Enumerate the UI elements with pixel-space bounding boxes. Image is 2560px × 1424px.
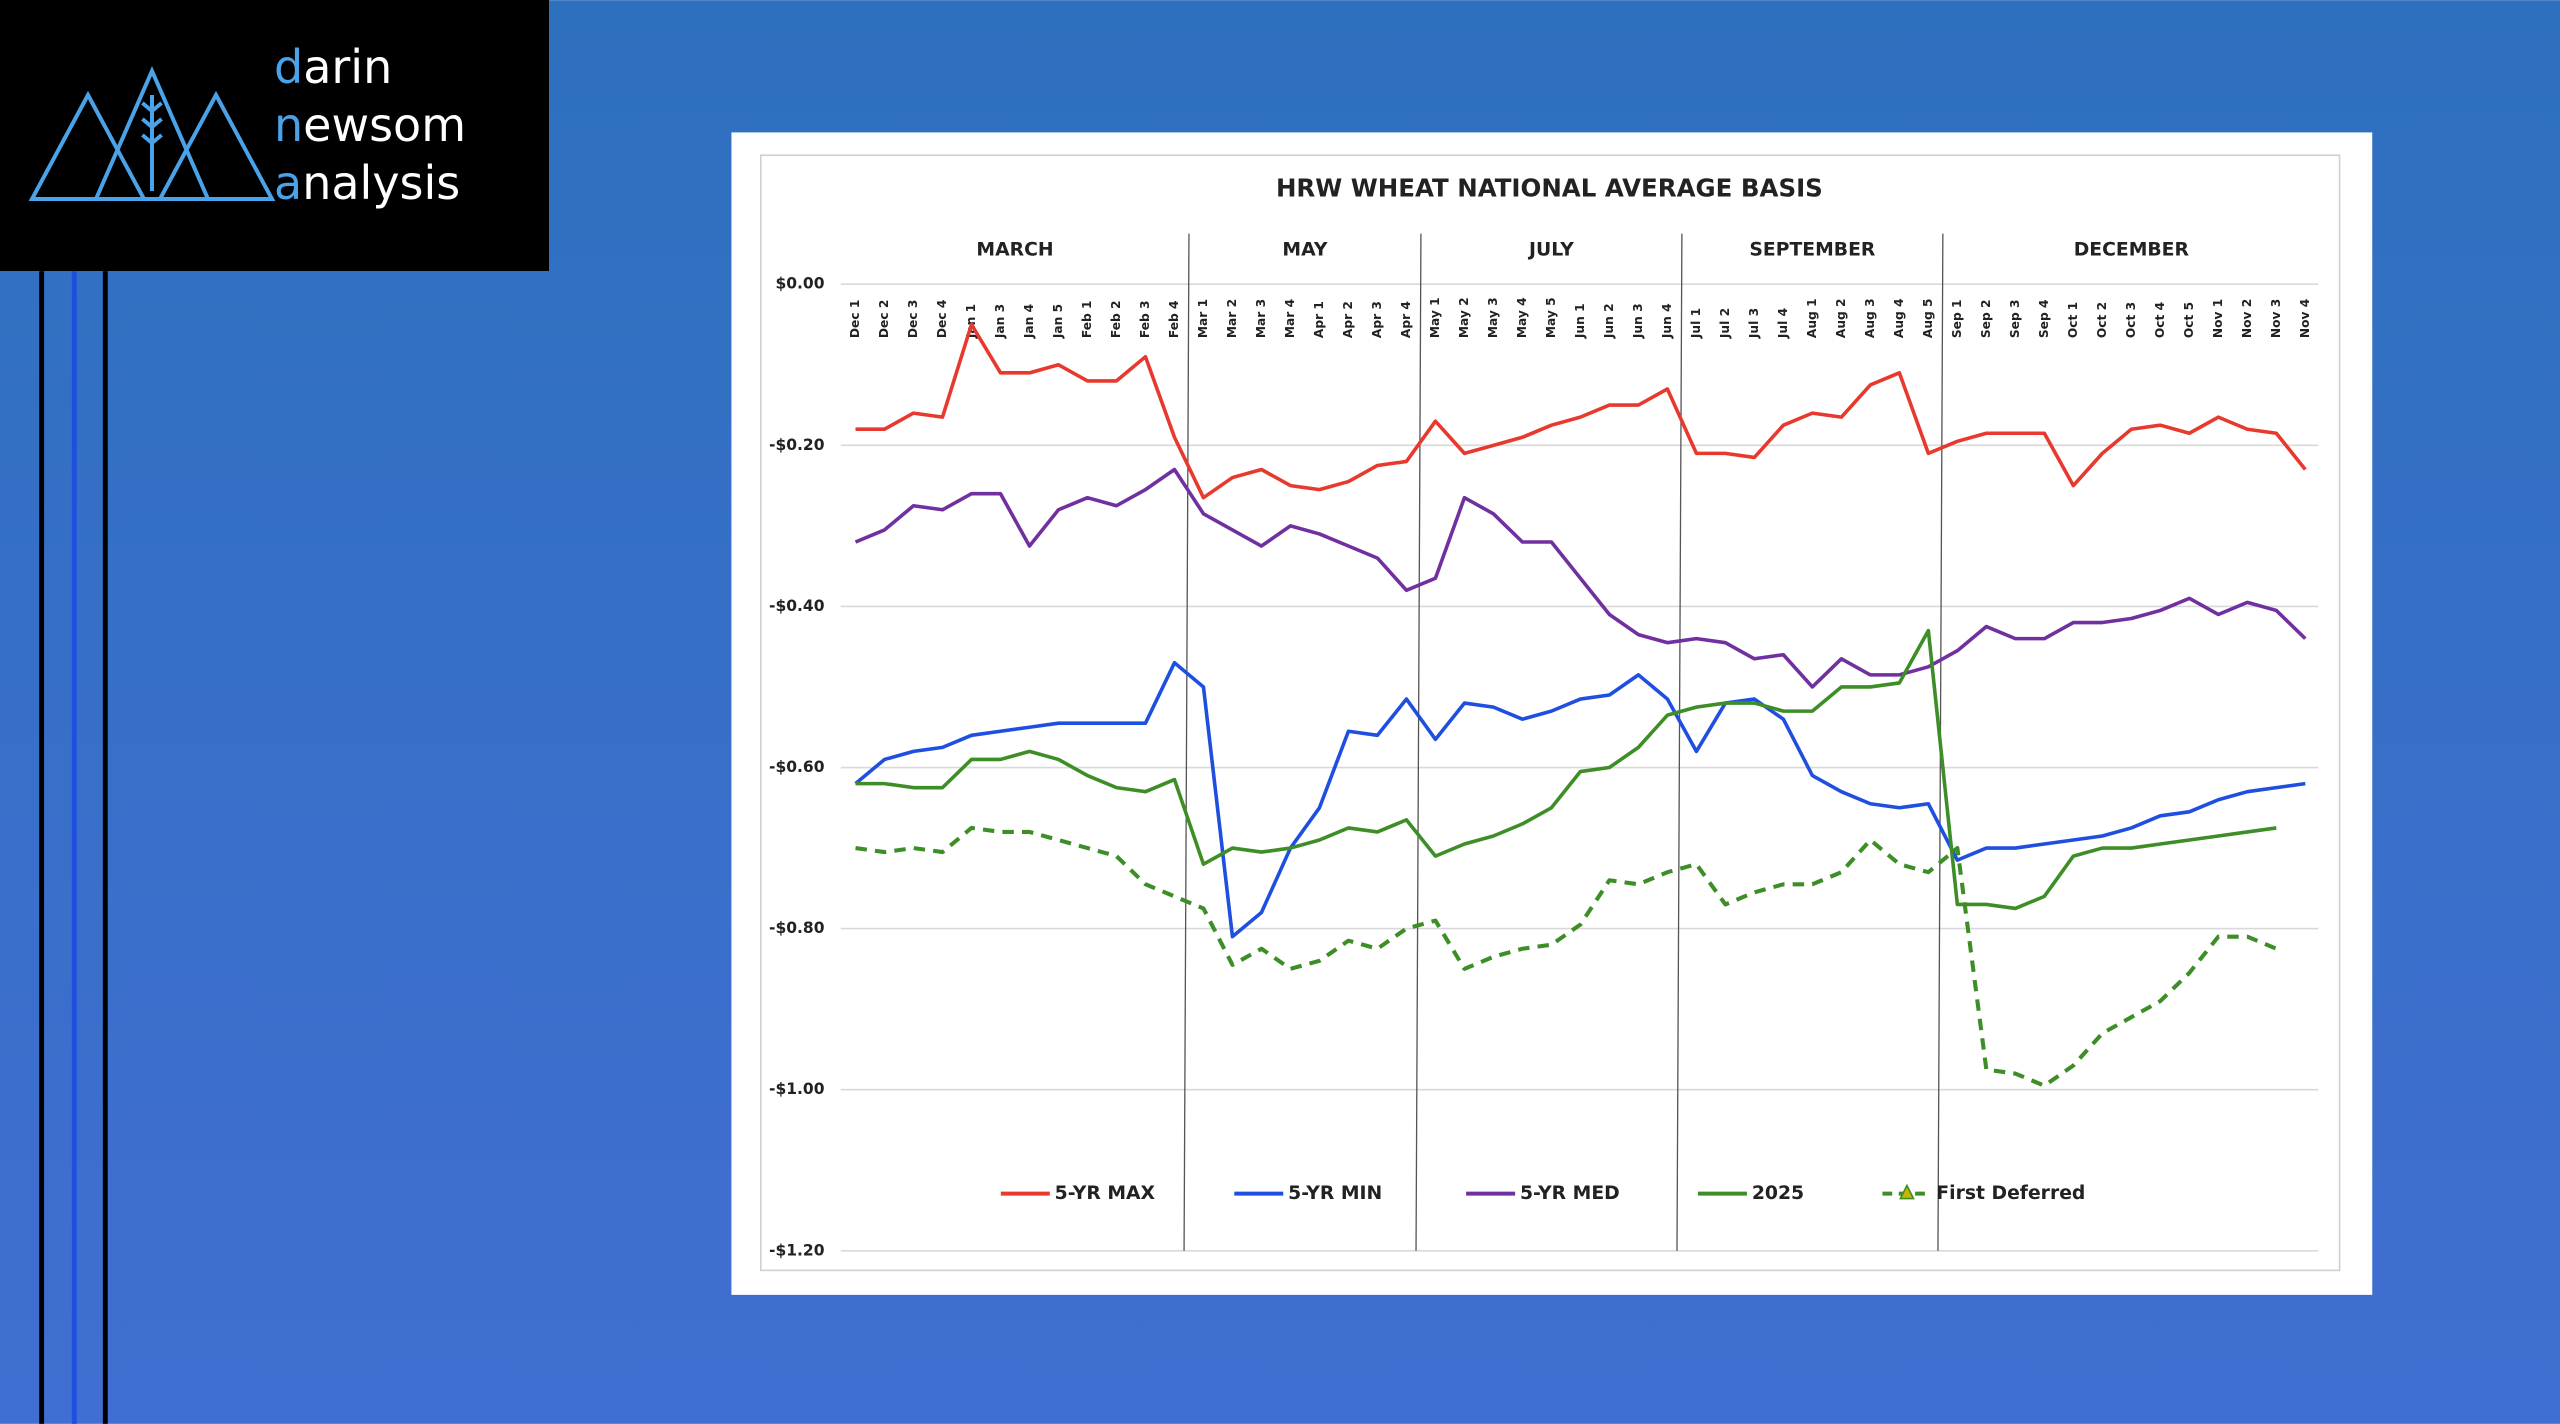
legend-marker bbox=[1899, 1183, 1915, 1200]
x-tick-label: Apr 1 bbox=[1312, 301, 1326, 338]
group-label: MAY bbox=[1282, 239, 1327, 260]
x-tick-label: Nov 1 bbox=[2211, 299, 2225, 338]
group-divider bbox=[1676, 233, 1683, 1251]
stripe bbox=[39, 271, 45, 1424]
legend-label: First Deferred bbox=[1936, 1183, 2085, 1204]
chart-title: HRW WHEAT NATIONAL AVERAGE BASIS bbox=[1276, 174, 1823, 203]
x-tick-label: Sep 4 bbox=[2037, 299, 2051, 338]
x-tick-label: Mar 2 bbox=[1225, 299, 1239, 338]
group-label: DECEMBER bbox=[2074, 239, 2190, 260]
x-tick-label: Apr 4 bbox=[1399, 301, 1413, 338]
y-tick-label: -$0.20 bbox=[769, 436, 825, 454]
x-tick-label: Feb 1 bbox=[1080, 300, 1094, 338]
x-tick-label: Sep 3 bbox=[2008, 299, 2022, 338]
x-tick-label: Aug 2 bbox=[1834, 298, 1848, 338]
x-tick-label: Aug 3 bbox=[1863, 298, 1877, 338]
y-tick-label: -$0.80 bbox=[769, 919, 825, 937]
logo: darin newsom analysis bbox=[0, 0, 549, 271]
x-tick-label: Mar 3 bbox=[1254, 299, 1268, 338]
x-tick-label: Jun 3 bbox=[1631, 303, 1645, 339]
x-tick-label: Mar 1 bbox=[1196, 299, 1210, 338]
x-tick-label: Feb 2 bbox=[1109, 300, 1123, 338]
stripe bbox=[71, 271, 77, 1424]
legend-label: 5-YR MIN bbox=[1288, 1183, 1382, 1204]
x-tick-label: May 3 bbox=[1486, 297, 1500, 338]
series-line bbox=[854, 467, 2307, 689]
logo-word: darin bbox=[274, 40, 393, 94]
x-tick-label: Feb 3 bbox=[1138, 300, 1152, 338]
x-tick-label: Jul 3 bbox=[1747, 308, 1761, 339]
y-tick-label: -$1.00 bbox=[769, 1080, 825, 1098]
x-tick-label: Jun 1 bbox=[1573, 303, 1587, 339]
x-tick-label: Jul 4 bbox=[1776, 308, 1790, 339]
legend-label: 2025 bbox=[1752, 1183, 1804, 1204]
x-tick-label: Feb 4 bbox=[1167, 300, 1181, 338]
x-tick-label: Dec 1 bbox=[848, 300, 862, 338]
stripe bbox=[102, 271, 108, 1424]
group-label: JULY bbox=[1527, 239, 1574, 260]
x-tick-label: Aug 4 bbox=[1892, 298, 1906, 338]
logo-word: newsom bbox=[274, 98, 466, 152]
series-line bbox=[855, 825, 2278, 1088]
x-tick-label: Jul 2 bbox=[1718, 308, 1732, 339]
y-tick-label: $0.00 bbox=[775, 275, 824, 293]
x-tick-label: May 4 bbox=[1515, 297, 1529, 338]
legend-label: 5-YR MAX bbox=[1055, 1183, 1156, 1204]
x-tick-label: Sep 1 bbox=[1950, 299, 1964, 338]
group-divider bbox=[1415, 233, 1422, 1251]
x-tick-label: Jan 3 bbox=[993, 304, 1007, 339]
group-label: MARCH bbox=[976, 239, 1053, 260]
y-tick-label: -$0.40 bbox=[769, 597, 825, 615]
x-tick-label: Oct 2 bbox=[2095, 302, 2109, 338]
y-tick-label: -$1.20 bbox=[769, 1241, 825, 1259]
x-tick-label: Nov 3 bbox=[2269, 299, 2283, 338]
x-tick-label: Dec 3 bbox=[906, 300, 920, 338]
group-label: SEPTEMBER bbox=[1749, 239, 1876, 260]
series-line bbox=[855, 322, 2307, 500]
x-tick-label: Aug 5 bbox=[1921, 298, 1935, 338]
x-tick-label: Apr 3 bbox=[1370, 301, 1384, 338]
x-tick-label: Nov 4 bbox=[2298, 299, 2312, 338]
x-tick-label: Mar 4 bbox=[1283, 299, 1297, 338]
x-tick-label: Oct 5 bbox=[2182, 302, 2196, 338]
x-tick-label: Jun 4 bbox=[1660, 303, 1674, 339]
x-tick-label: Apr 2 bbox=[1341, 301, 1355, 338]
logo-text: darin newsom analysis bbox=[274, 38, 466, 212]
group-divider bbox=[1183, 233, 1190, 1251]
x-tick-label: Jun 2 bbox=[1602, 303, 1616, 339]
x-tick-label: Oct 3 bbox=[2124, 302, 2138, 338]
x-tick-label: Oct 4 bbox=[2153, 302, 2167, 338]
x-tick-label: May 5 bbox=[1544, 297, 1558, 338]
series-line bbox=[854, 661, 2306, 939]
x-tick-label: Jan 5 bbox=[1051, 304, 1065, 339]
x-tick-label: May 2 bbox=[1457, 297, 1471, 338]
legend-label: 5-YR MED bbox=[1520, 1183, 1620, 1204]
x-tick-label: Jul 1 bbox=[1689, 308, 1703, 339]
series-line bbox=[855, 628, 2277, 911]
chart-border bbox=[759, 154, 2341, 1272]
x-tick-label: Nov 2 bbox=[2240, 299, 2254, 338]
x-tick-label: Aug 1 bbox=[1805, 298, 1819, 338]
x-tick-label: Dec 2 bbox=[877, 300, 891, 338]
logo-icon bbox=[28, 66, 276, 201]
x-tick-label: Jan 4 bbox=[1022, 304, 1036, 339]
x-tick-label: Dec 4 bbox=[935, 300, 949, 338]
x-tick-label: May 1 bbox=[1428, 297, 1442, 338]
y-tick-label: -$0.60 bbox=[769, 758, 825, 776]
x-tick-label: Oct 1 bbox=[2066, 302, 2080, 338]
logo-word: analysis bbox=[274, 156, 461, 210]
chart-card bbox=[731, 132, 2373, 1295]
x-tick-label: Sep 2 bbox=[1979, 299, 1993, 338]
